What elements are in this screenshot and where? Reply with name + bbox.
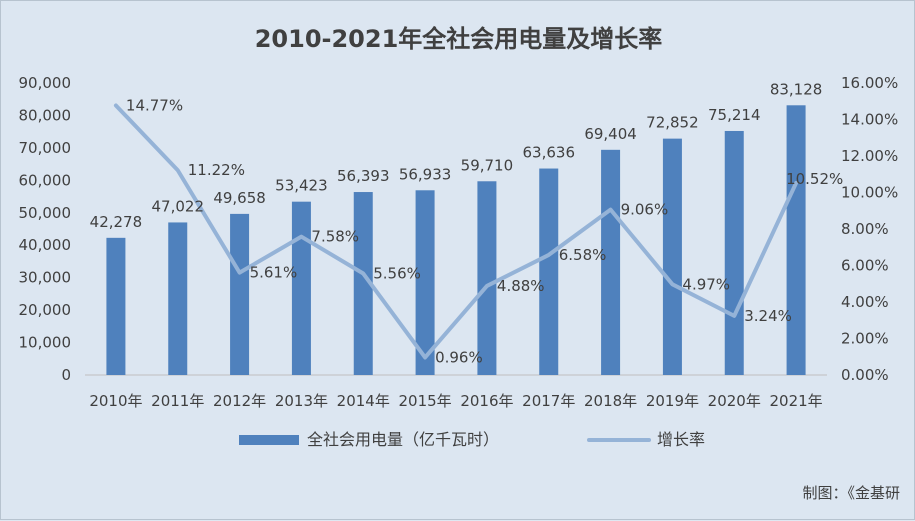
- y-right-tick-label: 0.00%: [841, 366, 889, 384]
- x-tick-label: 2012年: [213, 392, 266, 410]
- bar: [662, 138, 682, 375]
- legend-bar-label: 全社会用电量（亿千瓦时）: [307, 430, 499, 449]
- bar-data-label: 42,278: [90, 213, 143, 231]
- y-right-tick-label: 2.00%: [841, 330, 889, 348]
- line-data-label: 14.77%: [126, 96, 183, 114]
- line-data-label: 11.22%: [188, 161, 245, 179]
- bar-data-label: 47,022: [152, 197, 205, 215]
- bar: [353, 192, 373, 375]
- bar: [724, 130, 744, 375]
- line-data-label: 9.06%: [621, 201, 669, 219]
- line-data-label: 7.58%: [311, 228, 359, 246]
- line-data-label: 3.24%: [744, 307, 792, 325]
- y-left-tick-label: 50,000: [19, 204, 72, 222]
- x-tick-label: 2017年: [522, 392, 575, 410]
- y-right-tick-label: 4.00%: [841, 293, 889, 311]
- line-data-label: 5.61%: [250, 264, 298, 282]
- bar: [230, 213, 250, 375]
- x-tick-label: 2018年: [584, 392, 637, 410]
- y-left-tick-label: 30,000: [19, 269, 72, 287]
- x-tick-label: 2011年: [151, 392, 204, 410]
- y-left-tick-label: 80,000: [19, 106, 72, 124]
- bar-data-label: 59,710: [461, 156, 514, 174]
- growth-rate-line: [113, 103, 799, 360]
- x-tick-label: 2021年: [769, 392, 822, 410]
- line-data-label: 4.88%: [497, 277, 545, 295]
- y-right-tick-label: 12.00%: [841, 147, 898, 165]
- bar-data-label: 72,852: [646, 114, 699, 132]
- x-tick-label: 2013年: [275, 392, 328, 410]
- y-left-tick-label: 20,000: [19, 301, 72, 319]
- bar: [786, 105, 806, 375]
- y-right-tick-label: 8.00%: [841, 220, 889, 238]
- line-data-label: 4.97%: [682, 275, 730, 293]
- bar-data-label: 83,128: [770, 80, 823, 98]
- y-left-tick-label: 0: [61, 366, 71, 384]
- y-right-tick-label: 10.00%: [841, 184, 898, 202]
- bar: [415, 190, 435, 375]
- y-left-tick-label: 70,000: [19, 139, 72, 157]
- bar-data-label: 53,423: [275, 177, 328, 195]
- line-data-label: 6.58%: [559, 246, 607, 264]
- bar-data-label: 49,658: [213, 189, 266, 207]
- y-right-tick-label: 16.00%: [841, 74, 898, 92]
- y-left-tick-label: 60,000: [19, 171, 72, 189]
- x-tick-label: 2016年: [460, 392, 513, 410]
- y-right-tick-label: 14.00%: [841, 111, 898, 129]
- x-tick-label: 2015年: [398, 392, 451, 410]
- x-tick-label: 2019年: [646, 392, 699, 410]
- bar-data-label: 75,214: [708, 106, 761, 124]
- legend-line-label: 增长率: [657, 430, 705, 449]
- legend-bar-swatch: [239, 435, 299, 445]
- x-tick-label: 2020年: [708, 392, 761, 410]
- bar: [539, 168, 559, 375]
- bar: [291, 201, 311, 375]
- bar-data-label: 63,636: [523, 144, 576, 162]
- y-left-tick-label: 90,000: [19, 74, 72, 92]
- chart-title: 2010-2021年全社会用电量及增长率: [254, 25, 663, 53]
- bar: [168, 222, 188, 375]
- line-data-label: 0.96%: [435, 348, 483, 366]
- bar: [106, 237, 126, 375]
- bar: [601, 149, 621, 375]
- y-left-tick-label: 40,000: [19, 236, 72, 254]
- source-note: 制图：《金基研: [802, 484, 900, 502]
- bar-data-label: 69,404: [584, 125, 637, 143]
- bar: [477, 181, 497, 375]
- y-left-tick-label: 10,000: [19, 334, 72, 352]
- bar-data-label: 56,933: [399, 165, 452, 183]
- line-data-label: 5.56%: [373, 265, 421, 283]
- y-right-tick-label: 6.00%: [841, 257, 889, 275]
- x-tick-label: 2010年: [89, 392, 142, 410]
- line-data-label: 10.52%: [786, 170, 843, 188]
- bar-data-label: 56,393: [337, 167, 390, 185]
- x-tick-label: 2014年: [337, 392, 390, 410]
